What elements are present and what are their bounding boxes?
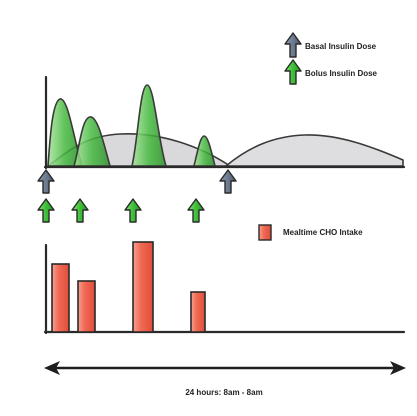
bolus-dose-arrow-4 xyxy=(187,198,205,223)
bolus-dose-arrow-3 xyxy=(124,198,142,223)
cho-bar-3 xyxy=(132,241,154,333)
timeline-right-arrowhead-icon xyxy=(390,361,406,375)
cho-legend-label: Mealtime CHO Intake xyxy=(283,228,363,237)
bolus-curve-3 xyxy=(130,84,168,167)
legend: Basal Insulin Dose Bolus Insulin Dose Me… xyxy=(258,32,378,241)
basal-legend-label: Basal Insulin Dose xyxy=(305,42,377,51)
bolus-dose-markers xyxy=(37,198,205,223)
bolus-legend-label: Bolus Insulin Dose xyxy=(305,69,378,78)
timeline-arrow xyxy=(44,361,406,375)
timeline-label: 24 hours: 8am - 8am xyxy=(185,388,262,397)
basal-dose-arrow-1 xyxy=(37,169,55,194)
basal-legend-icon xyxy=(284,32,302,58)
cho-legend-icon xyxy=(258,224,272,241)
cho-bar-2 xyxy=(77,280,96,333)
cho-bar-1 xyxy=(51,263,70,333)
bolus-legend-icon xyxy=(284,59,302,85)
cho-bar-4 xyxy=(190,291,206,333)
bolus-curve-2 xyxy=(72,116,112,167)
cho-bar-panel xyxy=(43,241,406,335)
timeline-left-arrowhead-icon xyxy=(44,361,60,375)
bolus-curve-4 xyxy=(192,135,217,167)
basal-curve-2 xyxy=(223,134,404,167)
bolus-dose-arrow-2 xyxy=(71,198,89,223)
bolus-dose-arrow-1 xyxy=(37,198,55,223)
basal-dose-arrow-2 xyxy=(219,169,237,194)
insulin-curve-panel xyxy=(43,75,406,170)
basal-dose-markers xyxy=(37,169,237,194)
